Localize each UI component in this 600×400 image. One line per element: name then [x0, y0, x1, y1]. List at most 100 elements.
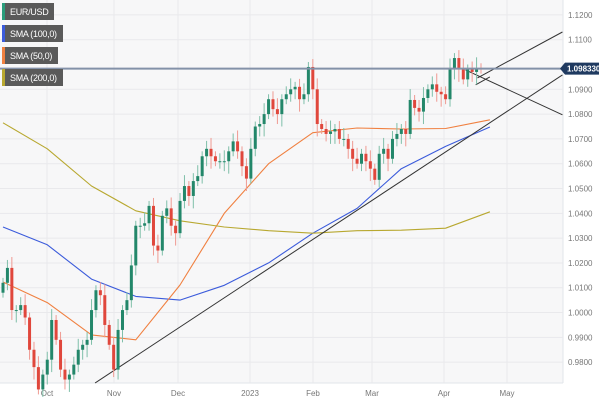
candle-body — [134, 225, 138, 266]
legend-sma-200[interactable]: SMA (200,0) — [2, 69, 63, 86]
candle — [143, 212, 147, 231]
candle — [382, 137, 386, 164]
candle-body — [324, 128, 328, 134]
candle-body — [187, 186, 191, 196]
candle — [311, 59, 315, 100]
candle — [160, 210, 164, 256]
candle-body — [444, 94, 448, 100]
candle — [284, 86, 288, 105]
y-tick-label: 1.0900 — [568, 85, 593, 94]
x-tick-label: Mar — [365, 389, 379, 398]
candle — [386, 143, 390, 172]
candle — [191, 173, 195, 209]
candle — [249, 137, 253, 184]
candle — [368, 150, 372, 182]
candle — [430, 76, 434, 97]
legend-label: EUR/USD — [10, 6, 49, 17]
candle — [196, 165, 200, 187]
candle — [151, 197, 155, 256]
candle — [377, 145, 381, 188]
candle-body — [156, 245, 160, 251]
candle — [267, 94, 271, 120]
candle-body — [390, 138, 394, 159]
candle — [240, 146, 244, 177]
x-tick-label: 2023 — [241, 389, 259, 398]
candle-body — [373, 168, 377, 180]
candle-body — [253, 126, 257, 149]
legend-sma-100[interactable]: SMA (100,0) — [2, 25, 63, 42]
x-tick-label: Feb — [306, 389, 320, 398]
candle — [470, 61, 474, 82]
candle-body — [36, 367, 40, 390]
candle-body — [94, 290, 98, 311]
candle — [298, 78, 302, 112]
x-tick-label: Oct — [41, 389, 54, 398]
candle-body — [227, 151, 231, 162]
legend-label: SMA (200,0) — [10, 72, 57, 83]
y-tick-label: 0.9900 — [568, 333, 593, 342]
candle — [90, 299, 94, 345]
candle-body — [435, 84, 439, 92]
candle — [421, 87, 425, 125]
candle — [156, 234, 160, 263]
candle-body — [81, 344, 85, 350]
candle-body — [346, 138, 350, 149]
candle — [364, 145, 368, 172]
trendline — [475, 76, 491, 86]
candle-body — [457, 58, 461, 70]
candle-body — [19, 305, 23, 311]
candle — [14, 305, 18, 323]
candle — [5, 259, 9, 291]
candle — [333, 124, 337, 144]
candle-body — [28, 317, 32, 350]
y-tick-label: 1.0700 — [568, 135, 593, 144]
candle-body — [191, 181, 195, 196]
candle — [413, 95, 417, 116]
candle — [435, 73, 439, 102]
candle-body — [421, 97, 425, 112]
candle — [94, 285, 98, 318]
candle-body — [76, 349, 80, 365]
candle — [165, 200, 169, 224]
candle — [81, 339, 85, 360]
trendline — [94, 74, 563, 384]
candle-body — [209, 148, 213, 157]
candle-body — [333, 128, 337, 132]
candle-body — [121, 310, 124, 330]
candle — [28, 312, 32, 360]
y-tick-label: 1.0600 — [568, 160, 593, 169]
candle-body — [200, 156, 204, 177]
candle — [244, 158, 248, 192]
candle-body — [342, 138, 346, 140]
candle-body — [222, 161, 226, 163]
candle — [209, 137, 213, 169]
candle — [187, 181, 191, 206]
current-price-label: 1.098330 — [567, 65, 600, 74]
candle-body — [355, 158, 359, 164]
legend-sma-50[interactable]: SMA (50,0) — [2, 47, 59, 64]
candle-body — [452, 58, 456, 70]
candle-body — [103, 295, 107, 325]
candle — [320, 119, 324, 134]
candle-body — [54, 319, 58, 340]
y-tick-label: 1.1200 — [568, 11, 593, 20]
candle — [72, 356, 76, 380]
candle-body — [129, 265, 133, 301]
legend-eurusd[interactable]: EUR/USD — [2, 3, 55, 20]
candle — [293, 81, 297, 100]
candle-body — [408, 99, 412, 134]
candle-body — [364, 153, 368, 162]
candle — [63, 358, 67, 390]
candle-body — [116, 329, 120, 370]
candle — [41, 369, 45, 397]
candle — [408, 89, 412, 139]
candle-body — [147, 205, 151, 224]
legend: EUR/USD SMA (100,0) SMA (50,0) SMA (200,… — [2, 3, 63, 91]
y-tick-label: 1.0400 — [568, 209, 593, 218]
candle-body — [59, 339, 63, 370]
candle-body — [293, 86, 297, 90]
plot-area — [0, 0, 563, 383]
candle — [360, 148, 363, 172]
y-tick-label: 0.9800 — [568, 358, 593, 367]
